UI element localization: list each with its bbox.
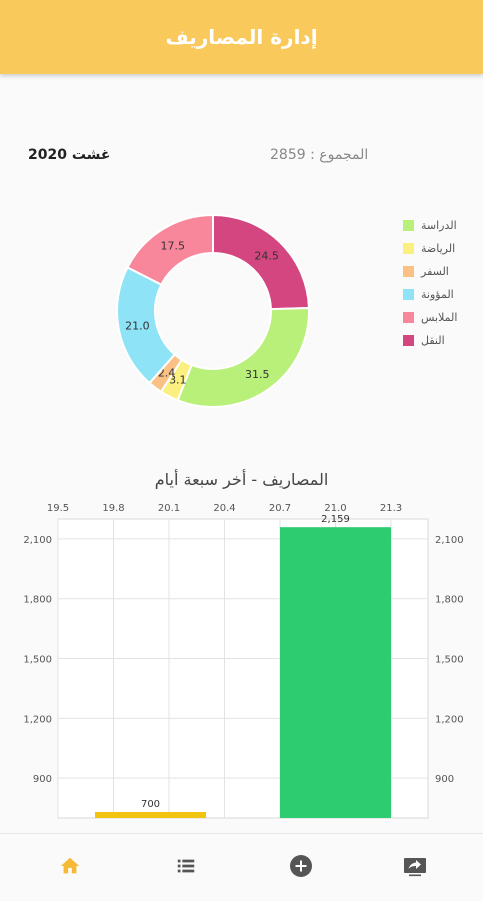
legend-item: الملابس <box>403 306 483 329</box>
legend-swatch <box>403 243 414 254</box>
donut-slice-label: 31.5 <box>245 368 270 381</box>
legend-item: السفر <box>403 260 483 283</box>
nav-share[interactable] <box>395 844 435 888</box>
legend-swatch <box>403 220 414 231</box>
bar[interactable] <box>95 812 206 818</box>
legend-item: الدراسة <box>403 214 483 237</box>
year: 2020 <box>28 147 67 163</box>
x-tick-label: 20.1 <box>158 503 180 514</box>
x-tick-label: 19.5 <box>47 503 69 514</box>
x-tick-label: 20.4 <box>213 503 235 514</box>
legend-label: السفر <box>421 265 449 278</box>
legend-item: المؤونة <box>403 283 483 306</box>
y-tick-label-left: 1,200 <box>23 714 52 725</box>
x-tick-label: 20.7 <box>269 503 291 514</box>
donut-slice-label: 3.1 <box>169 373 187 386</box>
legend-label: الملابس <box>421 311 458 324</box>
legend-swatch <box>403 289 414 300</box>
x-tick-label: 21.0 <box>324 503 346 514</box>
donut-legend: الدراسة الرياضة السفر المؤونة الملابس النقل <box>403 214 483 352</box>
month-name: غشت <box>71 147 111 163</box>
y-tick-label-left: 1,800 <box>23 595 52 606</box>
legend-label: الدراسة <box>421 219 457 232</box>
nav-list[interactable] <box>166 844 206 888</box>
total-label: المجموع : 2859 <box>270 147 369 163</box>
home-icon <box>60 857 80 874</box>
donut-slice-label: 17.5 <box>161 239 186 252</box>
donut-slice[interactable] <box>176 306 310 408</box>
bottom-nav <box>0 833 483 901</box>
legend-swatch <box>403 335 414 346</box>
legend-item: الرياضة <box>403 237 483 260</box>
y-tick-label-right: 900 <box>435 774 454 785</box>
legend-item: النقل <box>403 329 483 352</box>
donut-slice-label: 21.0 <box>125 319 150 332</box>
legend-label: المؤونة <box>421 288 454 301</box>
list-icon <box>177 859 195 873</box>
legend-swatch <box>403 266 414 277</box>
donut-chart[interactable]: 24.531.53.12.421.017.5 <box>0 190 400 430</box>
total-caption: المجموع <box>319 147 369 163</box>
bar-chart-title: المصاريف - أخر سبعة أيام <box>154 470 329 489</box>
bar-value-label: 700 <box>141 799 160 810</box>
bar[interactable] <box>280 527 391 818</box>
add-circle-icon <box>290 855 312 877</box>
y-tick-label-left: 2,100 <box>23 535 52 546</box>
nav-home[interactable] <box>50 844 90 888</box>
y-tick-label-right: 2,100 <box>435 535 464 546</box>
legend-label: النقل <box>421 334 445 347</box>
y-tick-label-right: 1,200 <box>435 714 464 725</box>
app-title: إدارة المصاريف <box>165 25 318 49</box>
bar-chart[interactable]: 19.5 19.8 20.1 20.4 20.7 21.0 21.3 900 900 1,200 1… <box>0 495 483 830</box>
x-tick-label: 21.3 <box>380 503 402 514</box>
y-tick-label-left: 900 <box>33 774 52 785</box>
month-label: غشت 2020 <box>28 147 110 163</box>
y-tick-label-right: 1,500 <box>435 655 464 666</box>
y-tick-label-right: 1,800 <box>435 595 464 606</box>
nav-add[interactable] <box>281 844 321 888</box>
bar-value-label: 2,159 <box>321 514 350 525</box>
app-bar: إدارة المصاريف <box>0 0 483 74</box>
legend-label: الرياضة <box>421 242 456 255</box>
donut-slice[interactable] <box>126 213 214 287</box>
share-screen-icon <box>404 858 426 877</box>
legend-swatch <box>403 312 414 323</box>
x-tick-label: 19.8 <box>102 503 124 514</box>
y-tick-label-left: 1,500 <box>23 655 52 666</box>
total-value: 2859 <box>270 147 306 163</box>
donut-slice-label: 24.5 <box>254 250 279 263</box>
